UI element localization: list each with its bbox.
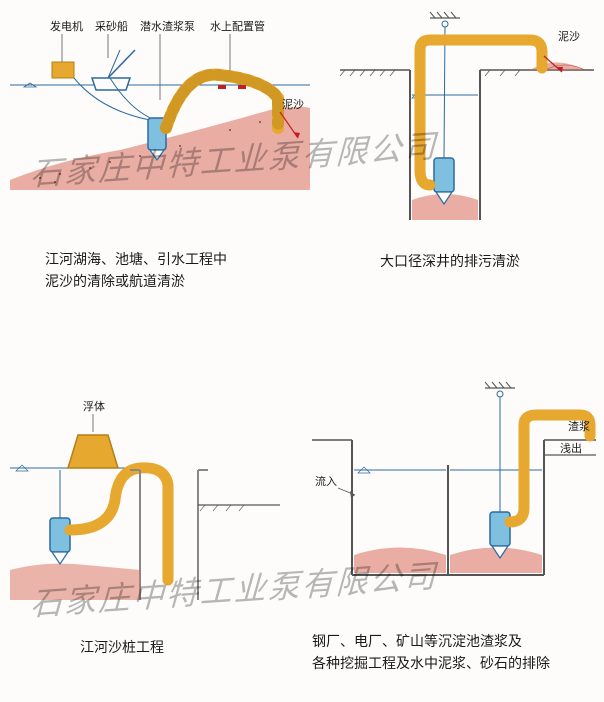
label-mud-tr: 泥沙 [558,30,580,43]
label-pump: 潜水渣浆泵 [140,19,195,33]
panel-sand-pile: 浮体 江河沙桩工程 [0,370,300,700]
caption-river-line1: 江河湖海、池塘、引水工程中 [45,250,227,272]
caption-pond-line2: 各种挖掘工程及水中泥浆、砂石的排除 [312,654,550,676]
label-outflow: 浅出 [560,441,582,455]
label-mud-tl: 泥沙 [282,98,304,111]
caption-river: 江河湖海、池塘、引水工程中 泥沙的清除或航道清淤 [45,250,227,295]
label-slurry: 渣浆 [568,419,590,433]
label-boat: 采砂船 [95,19,128,33]
caption-sandpile-text: 江河沙桩工程 [80,638,164,660]
diagram-river: 发电机 采砂船 潜水渣浆泵 水上配置管 [0,0,320,230]
caption-river-line2: 泥沙的清除或航道清淤 [45,272,227,294]
label-float: 浮体 [83,399,105,413]
diagram-sandpile: 浮体 [0,370,300,620]
label-pipe: 水上配置管 [210,19,265,33]
caption-well: 大口径深井的排污清淤 [380,252,520,274]
caption-well-text: 大口径深井的排污清淤 [380,252,520,274]
panel-river-dredging: 发电机 采砂船 潜水渣浆泵 水上配置管 [0,0,320,310]
caption-pond-line1: 钢厂、电厂、矿山等沉淀池渣浆及 [312,632,550,654]
label-inflow: 流入 [315,474,337,488]
panel-settling-pond: 流入 浅出 渣浆 钢厂、电厂、矿山等沉淀池渣浆及 各种挖掘工程及水中泥浆、砂石的… [300,370,604,700]
label-generator: 发电机 [50,19,83,33]
caption-sandpile: 江河沙桩工程 [80,638,164,660]
panel-deep-well: 泥沙 大口径深井的排污清淤 [330,0,604,310]
diagram-well: 泥沙 [330,0,604,230]
caption-pond: 钢厂、电厂、矿山等沉淀池渣浆及 各种挖掘工程及水中泥浆、砂石的排除 [312,632,550,677]
diagram-pond: 流入 浅出 渣浆 [300,370,604,620]
